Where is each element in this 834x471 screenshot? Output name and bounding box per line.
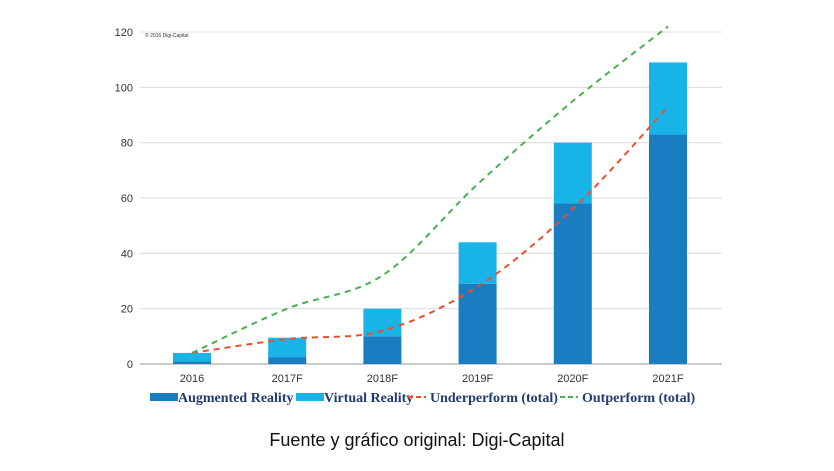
y-axis-ticks: 0 20 40 60 80 100 120: [115, 27, 133, 371]
y-tick-label: 0: [127, 359, 133, 371]
x-tick-label: 2017F: [272, 373, 303, 385]
underperform-line: [191, 106, 669, 354]
x-tick-label: 2021F: [652, 373, 683, 385]
legend-label: Augmented Reality: [178, 391, 294, 406]
y-tick-label: 100: [115, 82, 133, 94]
legend-label: Outperform (total): [582, 391, 695, 406]
gridlines: [140, 31, 722, 365]
bar-augmented-2020f: [553, 203, 592, 364]
bar-virtual-2017f: [268, 337, 307, 358]
outperform-line: [191, 25, 669, 354]
y-tick-label: 60: [121, 193, 133, 205]
legend: Augmented Reality Virtual Reality Underper…: [150, 391, 695, 406]
bar-virtual-2018f: [363, 308, 402, 337]
bar-virtual-2021f: [649, 62, 687, 135]
x-tick-label: 2018F: [367, 373, 398, 385]
bar-augmented-2021f: [649, 134, 687, 364]
bar-virtual-2020f: [553, 142, 592, 204]
x-tick-label: 2019F: [462, 373, 493, 385]
bar-virtual-2019f: [458, 242, 497, 284]
y-tick-label: 80: [121, 138, 133, 150]
bar-virtual-2016: [173, 352, 211, 362]
x-axis-ticks: 2016 2017F 2018F 2019F 2020F 2021F: [180, 373, 684, 385]
bar-augmented-2019f: [458, 283, 497, 364]
bar-augmented-2018f: [363, 336, 402, 364]
y-tick-label: 20: [121, 304, 133, 316]
legend-swatch-1: [296, 393, 324, 401]
bar-augmented-2017f: [268, 357, 307, 364]
legend-label: Virtual Reality: [324, 391, 413, 406]
bars: [173, 62, 687, 364]
y-tick-label: 120: [115, 27, 133, 39]
bar-augmented-2016: [173, 361, 211, 364]
y-tick-label: 40: [121, 248, 133, 260]
x-tick-label: 2016: [180, 373, 204, 385]
legend-label: Underperform (total): [430, 391, 558, 406]
caption: Fuente y gráfico original: Digi-Capital: [269, 430, 565, 450]
x-tick-label: 2020F: [557, 373, 588, 385]
copyright-label: © 2016 Digi-Capital: [145, 32, 188, 39]
trend-lines: [191, 25, 669, 354]
legend-swatch-0: [150, 393, 178, 401]
